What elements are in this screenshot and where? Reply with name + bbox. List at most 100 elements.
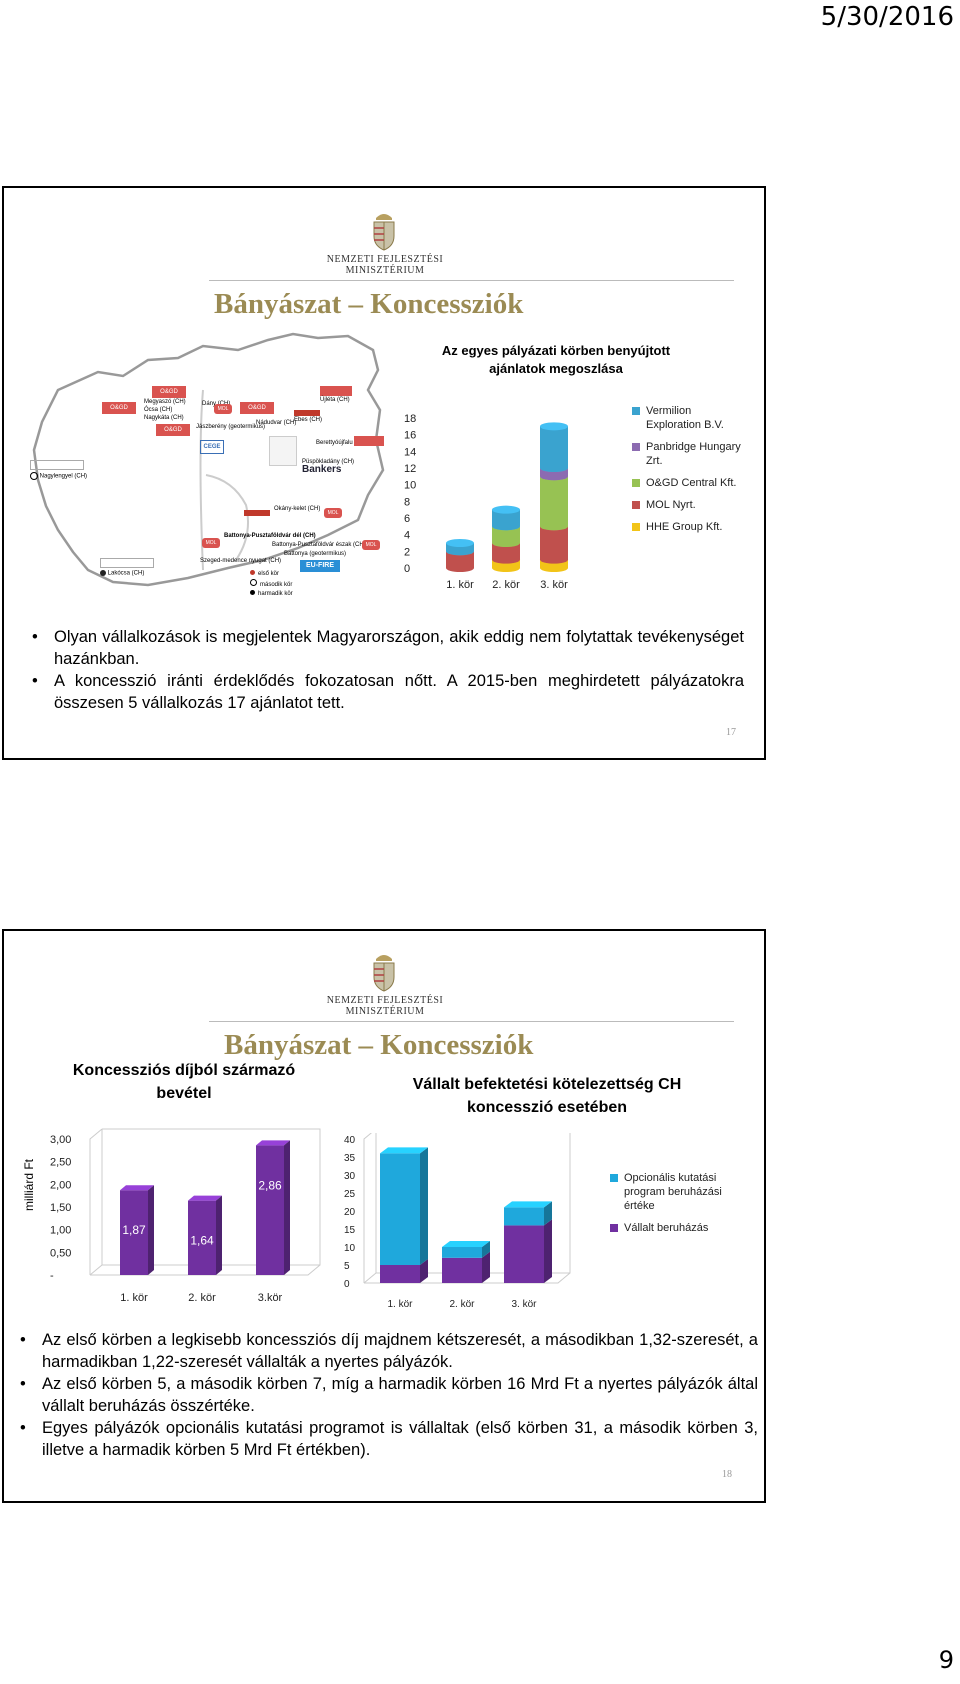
map-legend-label: első kör [258, 571, 280, 577]
legend-swatch [632, 523, 640, 531]
y-tick-label: 2 [404, 546, 410, 558]
crest-icon [373, 955, 395, 992]
map-legend-label: harmadik kör [258, 591, 293, 597]
x-tick-label: 3.kör [258, 1292, 283, 1304]
x-tick-label: 3. kör [511, 1299, 537, 1310]
y-tick-label: 14 [404, 446, 416, 458]
bar-segment [504, 1225, 544, 1283]
chart-floor [363, 1133, 571, 1284]
map-label-group-south: Battonya-Pusztaföldvár dél (CH) Battonya… [224, 532, 366, 559]
x-tick-label: 2. kör [449, 1299, 475, 1310]
x-tick-label: 2. kör [188, 1292, 216, 1304]
y-tick-label: 30 [344, 1171, 356, 1182]
bar-segment [492, 509, 520, 531]
legend-label: Exploration B.V. [646, 419, 724, 431]
y-axis-label: milliárd Ft [22, 1158, 36, 1211]
y-tick-label: 16 [404, 430, 416, 442]
logo-box [100, 558, 154, 568]
map-label-nadudvar: Nádudvar (CH) [256, 420, 297, 426]
legend-label: Vermilion [646, 405, 692, 417]
logo-mol: MOL [214, 404, 232, 414]
slide-title: Bányászat – Koncessziók [214, 288, 524, 320]
map-legend-first: első kör [250, 570, 293, 579]
y-tick-label: 0 [344, 1279, 350, 1290]
y-tick-label: 6 [404, 513, 410, 525]
y-tick-label: 10 [404, 480, 416, 492]
map-label-text: Battonya-Pusztaföldvár dél (CH) [224, 533, 316, 539]
map-label-text: Battonya-Pusztaföldvár észak (CH) [272, 542, 366, 548]
logo-mol: MOL [324, 508, 342, 518]
map-label-ebes: Ebes (CH) [294, 410, 322, 424]
logo-ogd: O&GD [156, 424, 190, 436]
map-label-text: Ócsa (CH) [144, 407, 173, 413]
legend-swatch [632, 479, 640, 487]
legend-swatch [632, 443, 640, 451]
map-label-text: Jászberény (geotermikus) [196, 424, 266, 430]
data-label: 2,86 [258, 1178, 282, 1192]
bar-segment-side [420, 1259, 428, 1283]
bar-segment-top [540, 422, 568, 431]
legend-item: HHE Group Kft. [632, 520, 741, 534]
bar-side [148, 1185, 154, 1275]
legend-item: O&GD Central Kft. [632, 476, 741, 490]
logo-derrick [269, 436, 297, 466]
bar-segment [380, 1265, 420, 1283]
bar-side [284, 1140, 290, 1275]
page-number: 9 [938, 1646, 954, 1674]
logo-ogd-box [320, 386, 352, 396]
y-tick-label: 2,00 [50, 1179, 71, 1191]
logo-ogd: O&GD [152, 386, 186, 398]
map-label-text: Lakócsa (CH) [107, 570, 145, 577]
crest-icon [373, 214, 395, 251]
map-label-text: Újléta (CH) [320, 397, 350, 403]
page-date: 5/30/2016 [820, 2, 954, 32]
y-tick-label: 15 [344, 1225, 356, 1236]
x-tick-label: 1. kör [387, 1299, 413, 1310]
bullet-item: A koncesszió iránti érdeklődés fokozatos… [26, 670, 744, 714]
map-label-nagylengyel: Nagylengyel (CH) [30, 460, 87, 481]
logo-bankers: Bankers [302, 464, 342, 475]
legend-swatch [632, 501, 640, 509]
slide-number: 17 [726, 727, 736, 738]
map-legend: első kör második kör harmadik kör [250, 570, 293, 599]
map-label-szeged: Szeged-medence nyugat (CH) [200, 558, 282, 564]
hungary-concession-map [32, 332, 385, 587]
data-label: 1,87 [122, 1223, 146, 1237]
logo-vermilion [294, 410, 320, 416]
slide-17: NEMZETI FEJLESZTÉSI MINISZTÉRIUM Bányász… [2, 186, 766, 760]
ministry-name: NEMZETI FEJLESZTÉSI MINISZTÉRIUM [326, 254, 444, 276]
bar-top [256, 1140, 290, 1146]
slide-title: Bányászat – Koncessziók [224, 1029, 534, 1061]
map-legend-third: harmadik kör [250, 590, 293, 599]
legend-label: Panbridge Hungary [646, 441, 741, 453]
map-label-lakocsa: Lakócsa (CH) [100, 558, 154, 578]
bullet-item: Olyan vállalkozások is megjelentek Magya… [26, 626, 744, 670]
bar [120, 1190, 148, 1275]
logo-box [30, 460, 84, 470]
bar-top [380, 1147, 428, 1154]
map-label-text: Megyaszó (CH) [144, 399, 186, 405]
legend-swatch [610, 1174, 618, 1182]
logo-vermilion [244, 510, 270, 516]
y-tick-label: 8 [404, 496, 410, 508]
bar-segment-side [544, 1219, 552, 1283]
legend-label: Zrt. [646, 455, 663, 467]
bullet-list: Az első körben a legkisebb koncessziós d… [14, 1329, 758, 1461]
chart-floor [89, 1128, 321, 1276]
legend-item: MOL Nyrt. [632, 498, 741, 512]
logo-cege: CEGE [200, 440, 224, 454]
y-tick-label: 1,00 [50, 1225, 71, 1237]
data-label: 1,64 [190, 1234, 214, 1248]
map-label-berettyoujfalu: Berettyóújfalu (CH) [316, 440, 368, 446]
bar-segment [492, 543, 520, 564]
investment-stacked-bar-chart: 40 35 30 25 20 15 10 5 0 1. kör 2. kör 3. kör [344, 1133, 571, 1310]
bar-segment [380, 1153, 420, 1265]
header-rule [209, 280, 734, 281]
bullet-item: Egyes pályázók opcionális kutatási progr… [14, 1417, 758, 1461]
logo-mol: MOL [362, 540, 380, 550]
bar-segment [540, 426, 568, 472]
logo-eu-fire: EU-FIRE [300, 560, 340, 572]
map-legend-second: második kör [250, 579, 293, 590]
bar-segment-side [482, 1251, 490, 1283]
map-label-text: Püspökladány (CH) [302, 459, 355, 465]
